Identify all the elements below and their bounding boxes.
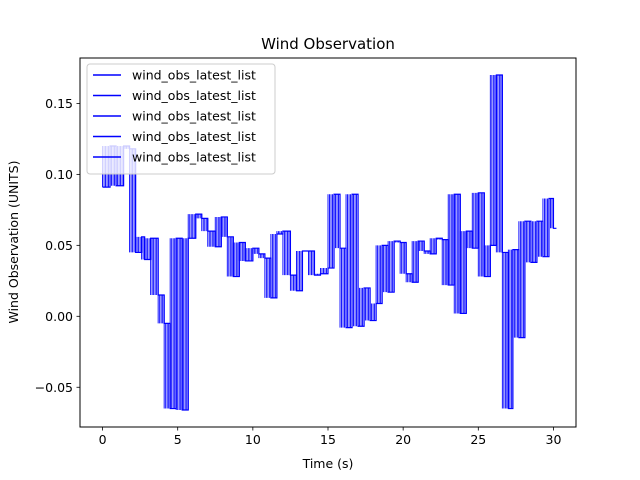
series-stripe <box>135 236 143 253</box>
series-stripe <box>214 216 222 247</box>
series-stripe <box>381 245 389 293</box>
series-stripe <box>289 275 297 291</box>
series-stripe <box>429 238 437 254</box>
series-layer <box>102 74 557 411</box>
series-stripe <box>435 238 443 240</box>
legend-label: wind_obs_latest_list <box>132 129 256 144</box>
y-tick-label: 0.10 <box>45 167 73 182</box>
series-stripe <box>144 238 152 260</box>
series-stripe <box>524 221 532 263</box>
legend: wind_obs_latest_list wind_obs_latest_list… <box>86 63 276 175</box>
series-stripe <box>244 248 254 261</box>
series-stripe <box>363 287 371 321</box>
series-stripe <box>327 194 335 269</box>
series-stripe <box>518 221 526 338</box>
plot-area <box>102 74 557 411</box>
series-stripe <box>489 75 497 246</box>
series-stripe <box>536 221 544 257</box>
series-stripe <box>226 236 234 277</box>
series-stripe <box>357 287 365 327</box>
y-tick-label: 0.00 <box>45 309 73 324</box>
x-axis-label: Time (s) <box>302 456 354 471</box>
y-tick-label: −0.05 <box>35 380 73 395</box>
series-stripe <box>495 75 503 253</box>
series-stripe <box>238 242 246 261</box>
series-stripe <box>501 252 509 409</box>
y-tick-label: 0.05 <box>45 238 73 253</box>
series-stripe <box>150 238 159 296</box>
y-axis-label: Wind Observation (UNITS) <box>6 161 21 324</box>
series-stripe <box>258 253 266 259</box>
series-stripe <box>320 268 329 274</box>
series-stripe <box>405 273 413 283</box>
series-stripe <box>417 241 425 252</box>
series-stripe <box>276 231 284 234</box>
x-tick-label: 30 <box>546 432 562 447</box>
x-tick-label: 25 <box>470 432 486 447</box>
series-stripe <box>163 323 171 409</box>
series-stripe <box>530 221 538 263</box>
series-stripe <box>157 295 165 324</box>
series-stripe <box>351 194 359 327</box>
legend-box <box>86 63 276 175</box>
series-stripe <box>308 251 315 276</box>
x-tick-label: 20 <box>395 432 411 447</box>
series-stripe <box>447 194 455 286</box>
series-stripe <box>477 192 485 277</box>
series-stripe <box>282 231 291 276</box>
series-stripe <box>393 241 401 243</box>
series-stripe <box>339 248 347 328</box>
series-stripe <box>252 248 260 254</box>
legend-label: wind_obs_latest_list <box>132 88 256 103</box>
series-stripe <box>195 214 203 219</box>
series-stripe <box>459 231 467 314</box>
series-stripe <box>270 233 278 298</box>
series-stripe <box>542 198 550 257</box>
x-axis-ticks: 0 5 10 15 20 25 30 <box>99 427 562 447</box>
series-stripe <box>201 218 209 232</box>
series-stripe <box>399 242 407 274</box>
series-stripe <box>507 249 514 409</box>
series-stripe <box>387 241 395 293</box>
x-tick-label: 10 <box>245 432 261 447</box>
series-stripe <box>181 238 189 410</box>
series-stripe <box>169 238 177 409</box>
series-stripe <box>207 231 216 247</box>
series-stripe <box>175 238 183 410</box>
series-stripe <box>295 251 303 291</box>
x-tick-label: 5 <box>174 432 182 447</box>
series-stripe <box>548 198 554 229</box>
series-stripe <box>465 231 473 249</box>
legend-label: wind_obs_latest_list <box>132 109 256 124</box>
x-tick-label: 15 <box>320 432 336 447</box>
legend-label: wind_obs_latest_list <box>132 68 256 83</box>
series-stripe <box>423 251 431 254</box>
x-tick-label: 0 <box>99 432 107 447</box>
series-stripe <box>129 148 137 253</box>
series-stripe <box>314 273 321 276</box>
series-stripe <box>375 245 383 304</box>
series-stripe <box>264 258 272 298</box>
series-stripe <box>187 214 197 239</box>
series-stripe <box>441 239 449 286</box>
series-stripe <box>232 242 240 277</box>
series-stripe <box>483 245 491 277</box>
series-stripe <box>220 216 228 237</box>
series-stripe <box>411 241 419 283</box>
series-stripe <box>369 303 377 321</box>
y-tick-label: 0.15 <box>45 96 73 111</box>
chart-title: Wind Observation <box>261 35 395 53</box>
series-stripe <box>345 194 353 328</box>
series-stripe <box>333 194 341 249</box>
series-stripe <box>453 194 461 314</box>
series-stripe <box>471 192 479 249</box>
legend-label: wind_obs_latest_list <box>132 150 256 165</box>
y-axis-ticks: −0.05 0.00 0.05 0.10 0.15 <box>35 96 80 395</box>
series-stripe <box>512 249 520 338</box>
